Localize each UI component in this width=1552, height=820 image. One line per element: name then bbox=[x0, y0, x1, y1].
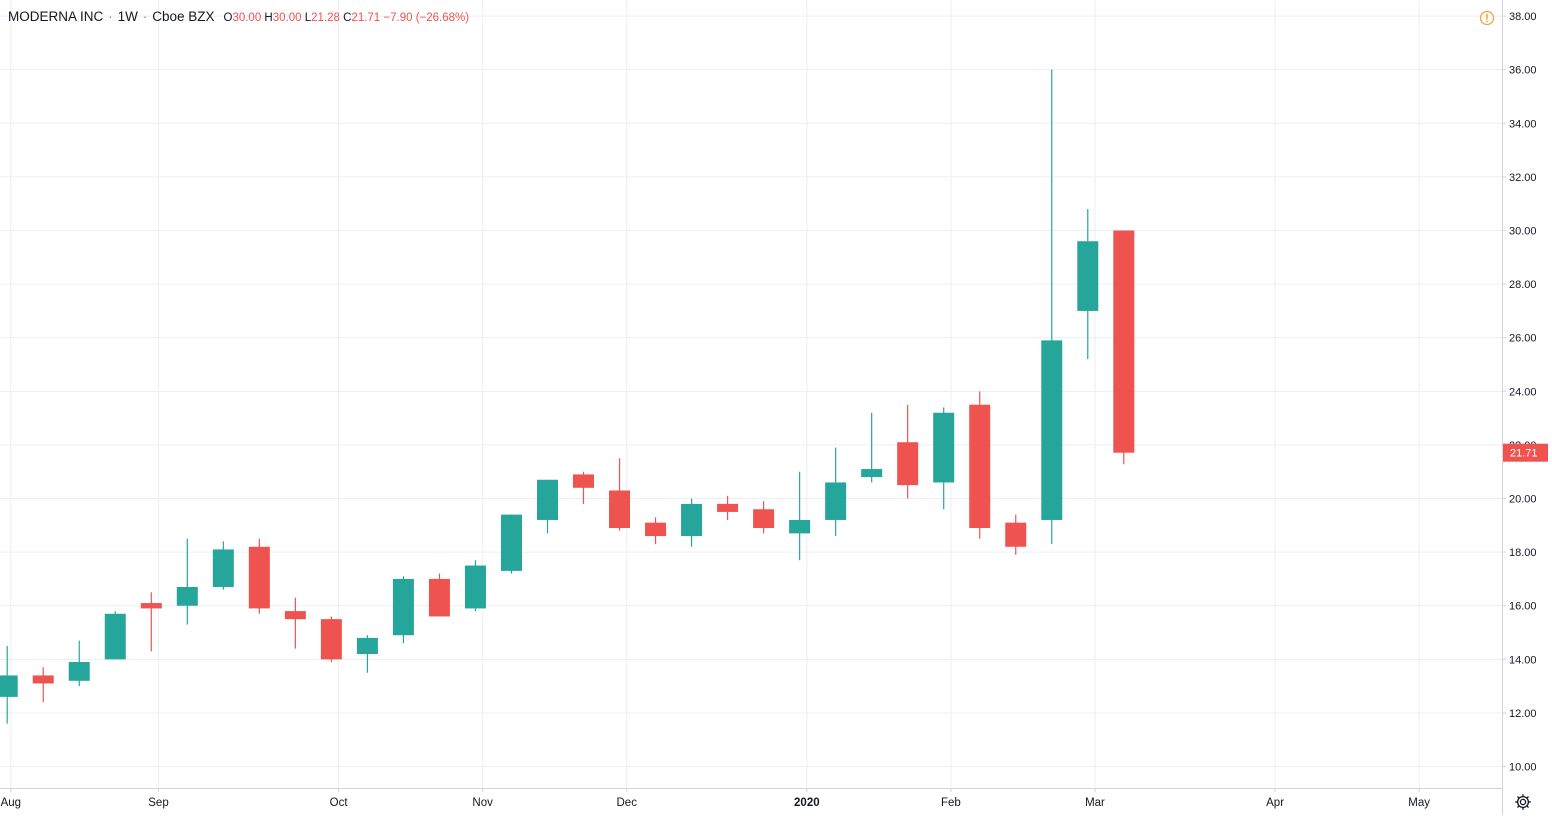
candle-down[interactable] bbox=[284, 611, 306, 620]
x-tick-label: Nov bbox=[472, 797, 493, 809]
legend-change-value: −7.90 (−26.68%) bbox=[383, 12, 470, 24]
candle-down[interactable] bbox=[753, 509, 775, 529]
candle-up[interactable] bbox=[0, 675, 18, 697]
candle-up[interactable] bbox=[789, 519, 811, 534]
time-axis[interactable] bbox=[0, 788, 1502, 815]
candle-down[interactable] bbox=[969, 404, 991, 529]
y-tick-label: 10.00 bbox=[1509, 762, 1537, 774]
candle-down[interactable] bbox=[609, 490, 631, 529]
candle-up[interactable] bbox=[1077, 241, 1099, 311]
legend-separator: · bbox=[108, 9, 113, 24]
x-tick-label: Sep bbox=[148, 797, 168, 809]
x-tick-label: Oct bbox=[330, 797, 349, 809]
candle-up[interactable] bbox=[356, 637, 378, 654]
gear-icon[interactable] bbox=[1513, 792, 1533, 812]
y-tick-label: 16.00 bbox=[1509, 601, 1537, 613]
legend-ohlc: O30.00 H30.00 L21.28 C21.71 −7.90 (−26.6… bbox=[223, 12, 469, 24]
candle-up[interactable] bbox=[392, 578, 414, 636]
legend-low-key: L bbox=[304, 12, 312, 24]
candle-up[interactable] bbox=[212, 549, 234, 587]
x-tick-label: Aug bbox=[1, 797, 21, 809]
y-tick-label: 34.00 bbox=[1509, 118, 1537, 130]
candle-down[interactable] bbox=[140, 603, 162, 609]
y-tick-label: 26.00 bbox=[1509, 333, 1537, 345]
candle-up[interactable] bbox=[861, 469, 883, 478]
warning-circle-icon[interactable] bbox=[1479, 10, 1495, 26]
x-tick-label: Apr bbox=[1266, 797, 1284, 809]
candle-up[interactable] bbox=[104, 613, 126, 660]
price-axis[interactable] bbox=[1502, 0, 1552, 815]
legend-low-value: 21.28 bbox=[311, 12, 340, 24]
candle-up[interactable] bbox=[176, 586, 198, 606]
last-price-marker bbox=[1503, 443, 1548, 462]
candle-down[interactable] bbox=[897, 442, 919, 486]
y-tick-label: 28.00 bbox=[1509, 279, 1537, 291]
candle-up[interactable] bbox=[825, 482, 847, 520]
legend-open-key: O bbox=[223, 12, 233, 24]
legend-close-value: 21.71 bbox=[351, 12, 381, 24]
x-tick-label: Feb bbox=[941, 797, 961, 809]
candle-up[interactable] bbox=[933, 412, 955, 483]
candle-down[interactable] bbox=[1113, 230, 1135, 453]
candle-down[interactable] bbox=[32, 675, 54, 684]
legend-high-key: H bbox=[264, 12, 273, 24]
x-tick-label: May bbox=[1408, 797, 1430, 809]
y-tick-label: 30.00 bbox=[1509, 226, 1537, 238]
x-tick-label: Mar bbox=[1085, 797, 1105, 809]
chart-legend: MODERNA INC · 1W · Cboe BZX O30.00 H30.0… bbox=[8, 9, 469, 27]
candle-down[interactable] bbox=[428, 578, 450, 617]
candle-up[interactable] bbox=[500, 514, 522, 571]
y-tick-label: 24.00 bbox=[1509, 386, 1537, 398]
legend-exchange: Cboe BZX bbox=[152, 9, 215, 24]
legend-separator: · bbox=[142, 9, 148, 24]
candle-down[interactable] bbox=[1005, 522, 1027, 547]
y-tick-label: 38.00 bbox=[1509, 11, 1537, 23]
legend-high-value: 30.00 bbox=[272, 12, 302, 24]
y-tick-label: 14.00 bbox=[1509, 654, 1537, 666]
candle-up[interactable] bbox=[681, 503, 703, 537]
candle-up[interactable] bbox=[1041, 340, 1063, 520]
candle-down[interactable] bbox=[645, 522, 667, 537]
legend-open-value: 30.00 bbox=[232, 12, 262, 24]
last-price-label: 21.71 bbox=[1510, 448, 1538, 460]
y-tick-label: 18.00 bbox=[1509, 547, 1537, 559]
candle-down[interactable] bbox=[573, 474, 595, 488]
legend-symbol[interactable]: MODERNA INC bbox=[8, 9, 104, 24]
x-tick-label: 2020 bbox=[794, 797, 820, 809]
candle-up[interactable] bbox=[68, 662, 90, 681]
candle-down[interactable] bbox=[320, 619, 342, 660]
candle-down[interactable] bbox=[248, 546, 270, 609]
y-tick-label: 12.00 bbox=[1509, 708, 1537, 720]
candle-up[interactable] bbox=[536, 479, 558, 520]
x-tick-label: Dec bbox=[617, 797, 638, 809]
y-tick-label: 20.00 bbox=[1509, 494, 1537, 506]
y-tick-label: 32.00 bbox=[1509, 172, 1537, 184]
candle-up[interactable] bbox=[464, 565, 486, 609]
legend-close-key: C bbox=[343, 12, 352, 24]
y-tick-label: 36.00 bbox=[1509, 65, 1537, 77]
legend-interval[interactable]: 1W bbox=[117, 9, 138, 24]
candle-down[interactable] bbox=[717, 503, 739, 512]
